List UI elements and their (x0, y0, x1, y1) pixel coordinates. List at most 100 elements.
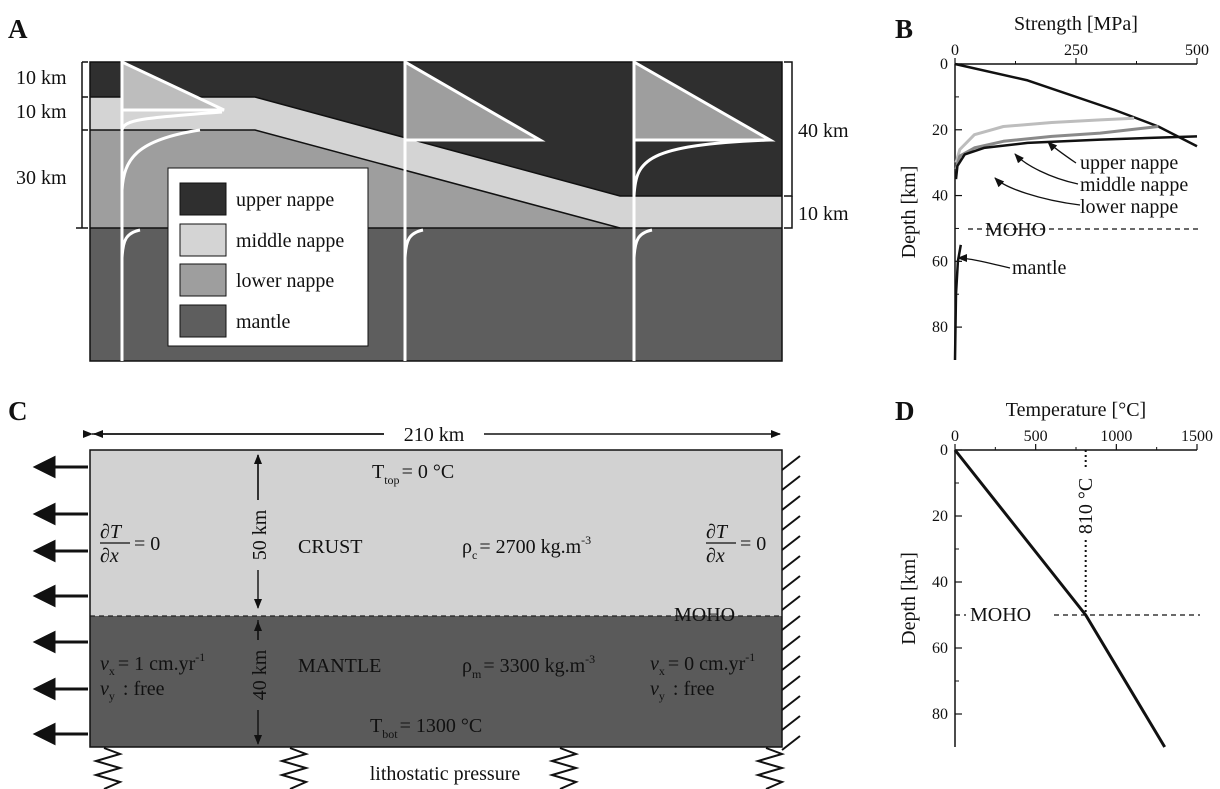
y-tick-label: 40 (932, 188, 948, 205)
left-dtdx-equals: = 0 (134, 533, 160, 555)
x-tick-label: 500 (1185, 42, 1209, 59)
y-tick-label: 20 (932, 122, 948, 139)
legend-swatch-mantle (179, 304, 227, 338)
bottom-temperature-label: Tbot = 1300 °C (370, 715, 482, 741)
annotation-lower-nappe: lower nappe (1080, 196, 1178, 218)
hatch-line (781, 735, 801, 751)
right-thickness-brackets (784, 61, 793, 229)
x-tick-label: 250 (1064, 42, 1088, 59)
series-line (954, 135, 1198, 180)
hatch-line (781, 455, 801, 471)
moho-label-d: MOHO (970, 604, 1031, 626)
series-line (954, 125, 1159, 170)
hatch-line (781, 535, 801, 551)
right-vx-label: vx = 0 cm.yr-1 (650, 650, 755, 678)
strength-profile-right (632, 59, 776, 361)
right-dtdx-denominator: ∂x (706, 545, 725, 567)
panel-a-label: A (8, 14, 28, 44)
mantle-thickness-label: 40 km (249, 649, 271, 700)
y-tick-label: 20 (932, 508, 948, 525)
hatch-line (781, 675, 801, 691)
x-axis-title: Strength [MPa] (1014, 13, 1138, 35)
x-tick-label: 1500 (1181, 428, 1213, 445)
legend-swatch-upper (179, 182, 227, 216)
legend: upper nappe middle nappe lower nappe man… (167, 167, 369, 347)
y-tick-label: 0 (940, 442, 948, 459)
x-tick-label: 0 (951, 428, 959, 445)
thickness-label-upper-right: 40 km (798, 120, 849, 142)
y-tick-label: 80 (932, 706, 948, 723)
crust-region (90, 450, 782, 616)
hatch-line (781, 655, 801, 671)
moho-temperature-label: 810 °C (1075, 478, 1097, 534)
crust-label: CRUST (298, 536, 362, 558)
legend-label-middle: middle nappe (236, 230, 344, 252)
y-tick-label: 60 (932, 640, 948, 657)
legend-swatch-lower (179, 263, 227, 297)
layer-boundary (90, 129, 621, 229)
bottom-boundary-label: lithostatic pressure (370, 763, 521, 785)
hatch-line (781, 495, 801, 511)
thickness-label-upper: 10 km (16, 67, 67, 89)
thickness-label-middle: 10 km (16, 101, 67, 123)
y-axis-title: Depth [km] (898, 552, 920, 645)
y-tick-label: 0 (940, 56, 948, 73)
left-vx-label: vx = 1 cm.yr-1 (100, 650, 205, 678)
panel-b-label: B (895, 14, 913, 44)
annotation-upper-nappe: upper nappe (1080, 152, 1178, 174)
panel-a: A (8, 14, 849, 362)
temperature-chart: 0 500 1000 1500 0 20 40 60 80 Temperature [°C] Dep… (898, 399, 1213, 748)
x-tick-label: 500 (1024, 428, 1048, 445)
hatch-line (781, 615, 801, 631)
hatch-line (781, 595, 801, 611)
hatch-line (781, 515, 801, 531)
series-line (954, 62, 1198, 148)
panel-d: D 0 500 1000 1500 0 20 40 60 80 Temperature [°C] D… (895, 396, 1213, 748)
strength-chart: 0 250 500 0 20 40 60 80 Strength [MPa] Depth [km] (898, 13, 1209, 361)
thickness-label-lower: 30 km (16, 167, 67, 189)
hatch-line (781, 475, 801, 491)
strength-profile-left (120, 59, 225, 361)
panel-b: B 0 250 500 0 20 40 60 80 Strength [MPa] Depth [k… (895, 13, 1209, 361)
left-dtdx-numerator: ∂T (100, 521, 123, 543)
crust-thickness-label: 50 km (249, 509, 271, 560)
annotation-middle-nappe: middle nappe (1080, 174, 1188, 196)
hatch-line (781, 575, 801, 591)
top-temperature-label: Ttop = 0 °C (372, 461, 454, 487)
left-vy-label: vy: free (100, 678, 165, 703)
model-box (89, 449, 783, 748)
series-line (953, 244, 963, 361)
hatch-line (781, 555, 801, 571)
crust-density-label: ρc = 2700 kg.m-3 (462, 533, 591, 562)
model-outline (89, 61, 783, 362)
bottom-springs (92, 747, 786, 789)
panel-c: C 210 km lithostatic pres (8, 396, 801, 789)
right-dtdx-equals: = 0 (740, 533, 766, 555)
series-line (954, 116, 1135, 164)
middle-nappe-layer (90, 97, 782, 228)
legend-label-upper: upper nappe (236, 189, 334, 211)
panel-d-label: D (895, 396, 915, 426)
legend-swatch-middle (179, 223, 227, 257)
legend-label-lower: lower nappe (236, 270, 334, 292)
strength-profile-middle (403, 59, 546, 361)
x-tick-label: 0 (951, 42, 959, 59)
legend-label-mantle: mantle (236, 311, 291, 333)
annotation-mantle: mantle (1012, 257, 1067, 279)
x-tick-label: 1000 (1100, 428, 1132, 445)
leader-lines-b (957, 141, 1081, 269)
thickness-label-middle-right: 10 km (798, 203, 849, 225)
hatch-line (781, 715, 801, 731)
mantle-label: MANTLE (298, 655, 381, 677)
left-dtdx-denominator: ∂x (100, 545, 119, 567)
series-line (953, 449, 1166, 748)
width-label: 210 km (404, 424, 465, 446)
x-axis-title: Temperature [°C] (1006, 399, 1146, 421)
left-thickness-brackets (76, 61, 88, 229)
velocity-arrows-left (32, 455, 88, 746)
y-axis-title: Depth [km] (898, 166, 920, 259)
right-thermal-bc: ∂T ∂x = 0 (706, 521, 766, 567)
mantle-density-label: ρm = 3300 kg.m-3 (462, 652, 595, 681)
y-tick-label: 60 (932, 253, 948, 270)
